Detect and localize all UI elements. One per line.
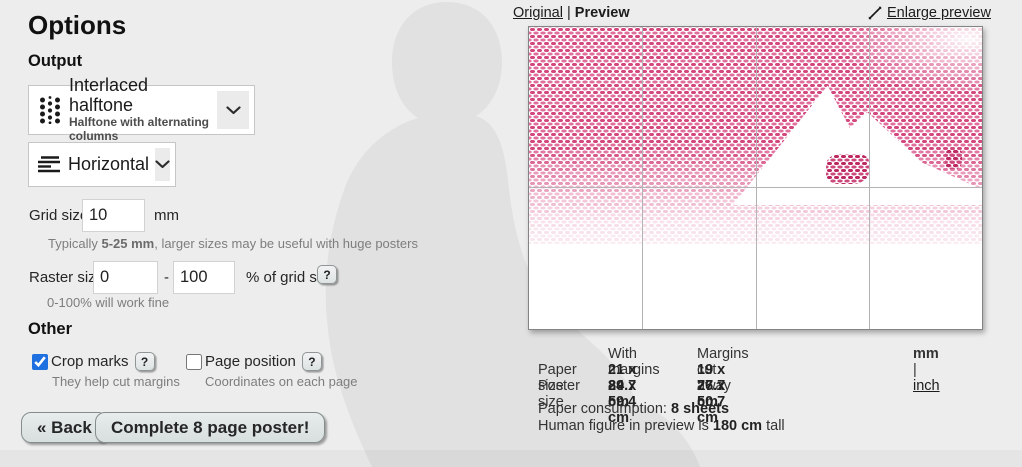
enlarge-preview-link[interactable]: Enlarge preview (887, 5, 991, 21)
halftone-dots-icon (39, 96, 61, 124)
halftone-dark-blob (944, 149, 963, 169)
enlarge-preview[interactable]: Enlarge preview (868, 5, 991, 21)
direction-select-body: Horizontal (29, 151, 155, 179)
unit-inch-link[interactable]: inch (913, 378, 940, 394)
chevron-down-icon[interactable] (155, 148, 171, 181)
page-title: Options (28, 10, 127, 40)
complete-poster-button[interactable]: Complete 8 page poster! (95, 412, 326, 443)
page-position-description: Coordinates on each page (205, 374, 358, 389)
halftone-dark-blob (825, 153, 869, 185)
other-section-heading: Other (28, 320, 73, 338)
page-grid-line-vertical (755, 27, 757, 329)
raster-size-help-button[interactable]: ? (317, 265, 337, 284)
paper-size-with-margins: 21 x 29.7 cm (608, 362, 637, 410)
grid-size-label: Grid size: (29, 207, 93, 224)
paper-consumption: Paper consumption: 8 sheets (538, 401, 730, 417)
horizontal-lines-icon (37, 155, 61, 174)
output-style-select[interactable]: Interlaced halftone Halftone with altern… (28, 76, 255, 143)
poster-preview-image (528, 26, 983, 330)
chevron-down-icon[interactable] (217, 91, 249, 129)
header-with-margins: With margins (608, 346, 660, 378)
poster-size-label: Poster size (538, 378, 580, 410)
tab-original[interactable]: Original (513, 5, 563, 21)
tab-preview[interactable]: Preview (574, 5, 630, 21)
raster-size-suffix: % of grid size (246, 269, 337, 286)
poster-size-cut-away: 76 x 50.7 cm (697, 378, 726, 426)
header-margins-cut-away: Margins cut away (697, 346, 749, 394)
expand-arrows-icon (868, 6, 882, 20)
page-position-help-button[interactable]: ? (301, 352, 322, 371)
tab-separator: | (562, 5, 575, 21)
output-style-description: Halftone with alternating columns (69, 115, 210, 143)
direction-select[interactable]: Horizontal (28, 142, 176, 187)
direction-value: Horizontal (68, 153, 150, 174)
figure-note: Human figure in preview is 180 cm tall (538, 418, 785, 434)
output-style-value: Interlaced halftone (69, 75, 149, 116)
crop-marks-checkbox[interactable] (32, 353, 48, 370)
page-grid-line-horizontal (529, 187, 982, 189)
raster-size-max-input[interactable] (173, 261, 235, 294)
paper-size-label: Paper size (538, 362, 577, 394)
footer-strip (0, 450, 1022, 467)
raster-size-separator: - (164, 269, 169, 286)
page-grid-line-vertical (868, 27, 870, 329)
page-position-label: Page position (205, 353, 296, 370)
page-position-checkbox[interactable] (186, 353, 202, 370)
output-style-select-body: Interlaced halftone Halftone with altern… (29, 72, 217, 147)
back-button[interactable]: « Back (21, 412, 108, 443)
grid-size-unit: mm (154, 207, 179, 224)
grid-size-help: Typically 5-25 mm, larger sizes may be u… (48, 236, 418, 251)
crop-marks-label: Crop marks (51, 353, 129, 370)
poster-size-with-margins: 84 x 59.4 cm (608, 378, 637, 426)
preview-tabs: Original | Preview (513, 5, 630, 21)
grid-size-input[interactable] (82, 199, 145, 232)
crop-marks-help-button[interactable]: ? (134, 352, 155, 371)
page-grid-line-vertical (642, 27, 644, 329)
crop-marks-description: They help cut margins (52, 374, 180, 389)
output-section-heading: Output (28, 52, 83, 70)
unit-mm[interactable]: mm (913, 346, 939, 362)
units-toggle: mm | inch (913, 346, 940, 394)
raster-size-help: 0-100% will work fine (47, 295, 170, 310)
paper-size-cut-away: 19 x 27.7 cm (697, 362, 726, 410)
raster-size-label: Raster size: (29, 269, 109, 286)
raster-size-min-input[interactable] (93, 261, 158, 294)
